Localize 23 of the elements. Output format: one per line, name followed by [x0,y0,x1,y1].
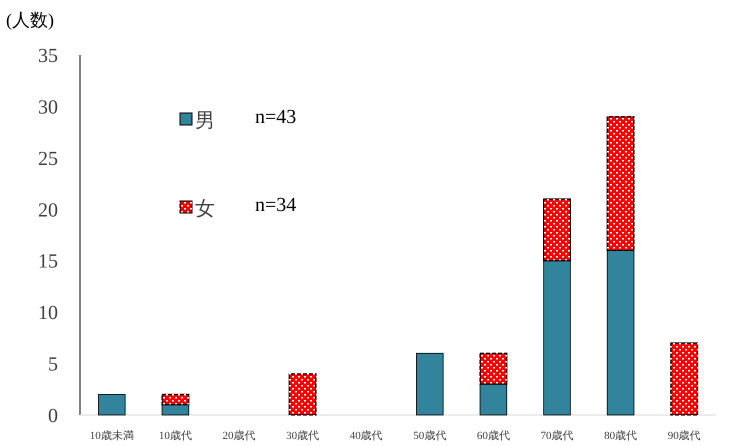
legend-label: 男 [195,110,215,132]
y-tick-label: 30 [38,96,58,118]
x-tick-label: 20歳代 [222,429,256,442]
x-tick-label: 70歳代 [540,429,574,442]
annotation: n=34 [255,194,296,216]
legend-label: 女 [195,198,215,220]
annotation: n=43 [255,106,296,128]
x-tick-label: 30歳代 [286,429,320,442]
x-tick-label: 10歳未満 [90,429,134,442]
y-tick-label: 20 [38,199,58,222]
x-tick-label: 90歳代 [668,429,701,442]
x-tick-label: 10歳代 [158,429,192,442]
y-tick-label: 35 [38,45,58,67]
y-tick-label: 5 [48,354,58,376]
y-tick-label: 0 [48,405,58,427]
y-tick-label: 15 [38,250,58,273]
y-tick-label: 25 [38,148,58,170]
x-tick-label: 40歳代 [350,429,383,442]
x-tick-label: 50歳代 [413,429,446,442]
y-axis-title: (人数) [6,10,54,30]
x-tick-label: 80歳代 [604,429,638,442]
x-tick-label: 60歳代 [476,429,510,442]
y-tick-label: 10 [38,302,58,324]
